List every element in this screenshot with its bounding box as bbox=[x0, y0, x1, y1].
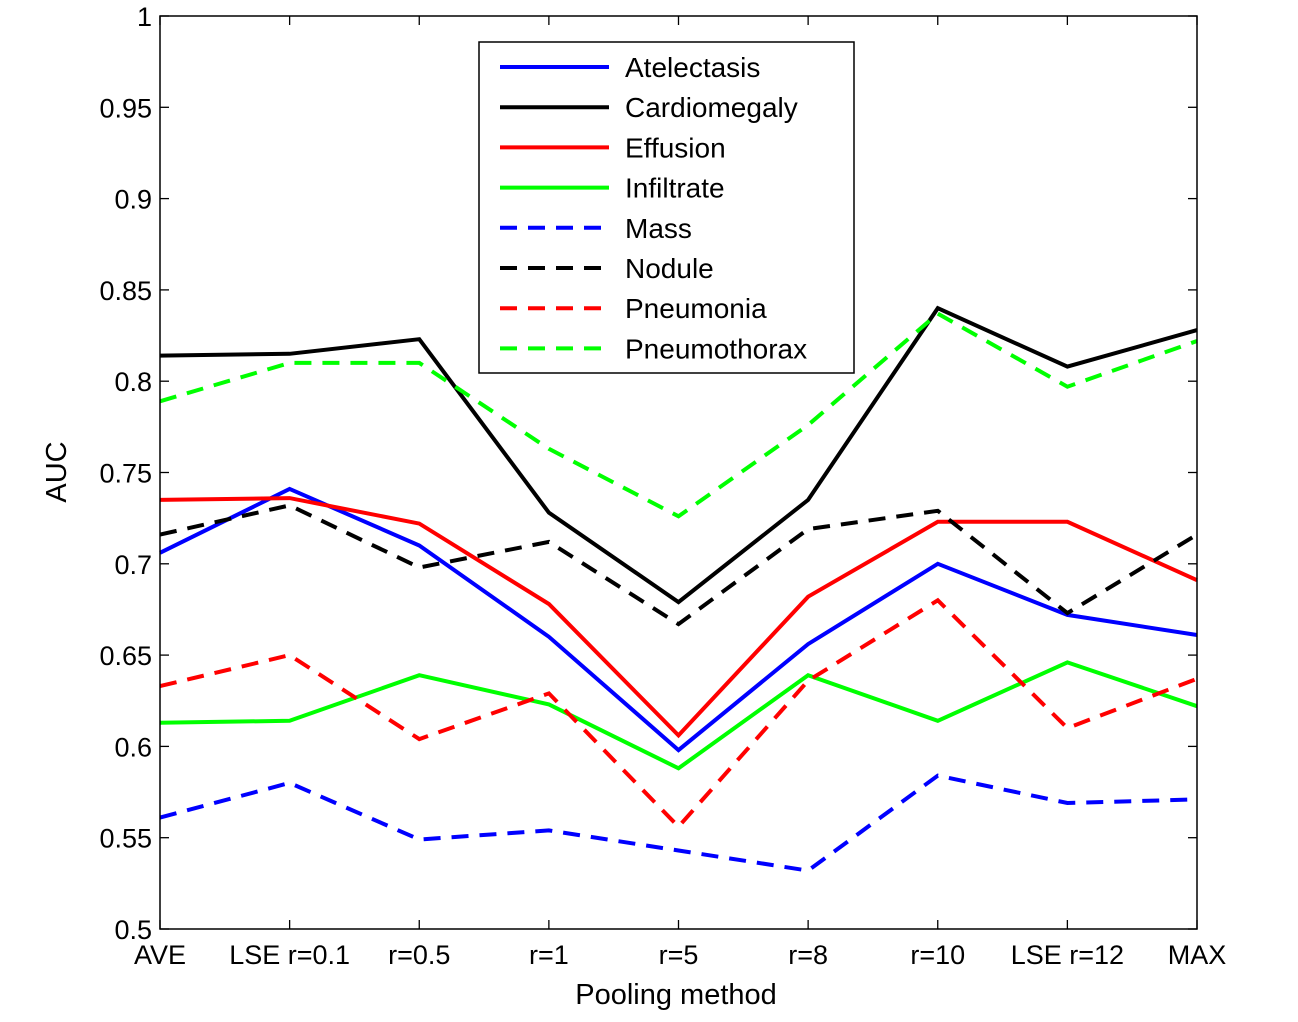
legend-label-atelectasis: Atelectasis bbox=[625, 52, 760, 83]
x-tick-label: r=10 bbox=[910, 940, 965, 970]
x-tick-label: AVE bbox=[134, 940, 186, 970]
y-tick-label: 0.7 bbox=[114, 550, 152, 580]
legend: Atelectasis Cardiomegaly Effusion Infiltrat… bbox=[478, 41, 855, 374]
x-tick-label: r=1 bbox=[529, 940, 569, 970]
x-tick-label: MAX bbox=[1168, 940, 1227, 970]
legend-box bbox=[478, 41, 855, 374]
x-axis-label: Pooling method bbox=[575, 979, 777, 1011]
legend-label-effusion: Effusion bbox=[625, 132, 726, 163]
series-line-nodule bbox=[159, 503, 1199, 627]
y-tick-label: 0.5 bbox=[114, 915, 152, 945]
legend-label-cardiomegaly: Cardiomegaly bbox=[625, 92, 798, 123]
y-tick-label: 0.75 bbox=[99, 459, 152, 489]
series-line-pneumothorax bbox=[159, 311, 1198, 519]
x-tick-label: r=5 bbox=[659, 940, 699, 970]
y-axis: 0.5 0.55 0.6 0.65 0.7 0.75 0.8 0.85 0.9 0.95 1 bbox=[99, 2, 1197, 945]
x-tick-label: r=0.5 bbox=[388, 940, 450, 970]
series-line-infiltrate bbox=[159, 660, 1198, 771]
legend-items: Atelectasis Cardiomegaly Effusion Infiltrat… bbox=[500, 52, 807, 364]
y-tick-label: 0.9 bbox=[114, 185, 152, 215]
series-line-mass bbox=[159, 773, 1198, 873]
x-tick-label: LSE r=0.1 bbox=[229, 940, 350, 970]
series-layer bbox=[159, 305, 1199, 873]
y-tick-label: 0.85 bbox=[99, 276, 152, 306]
x-tick-label: LSE r=12 bbox=[1011, 940, 1124, 970]
series-line-effusion bbox=[159, 496, 1198, 739]
y-tick-label: 0.55 bbox=[99, 824, 152, 854]
series-line-cardiomegaly bbox=[159, 305, 1198, 605]
series-line-pneumonia bbox=[159, 597, 1198, 830]
legend-label-mass: Mass bbox=[625, 213, 692, 244]
legend-label-nodule: Nodule bbox=[625, 253, 714, 284]
legend-label-pneumonia: Pneumonia bbox=[625, 293, 767, 324]
y-axis-label: AUC bbox=[41, 441, 73, 502]
y-tick-label: 0.65 bbox=[99, 641, 152, 671]
x-tick-label: r=8 bbox=[788, 940, 828, 970]
y-tick-label: 0.6 bbox=[114, 732, 152, 762]
y-tick-label: 1 bbox=[137, 2, 152, 32]
x-axis: AVE LSE r=0.1 r=0.5 r=1 r=5 r=8 r=10 LSE r=12 MA… bbox=[134, 16, 1226, 970]
legend-label-pneumothorax: Pneumothorax bbox=[625, 333, 807, 364]
legend-label-infiltrate: Infiltrate bbox=[625, 173, 725, 204]
y-tick-label: 0.95 bbox=[99, 93, 152, 123]
y-tick-label: 0.8 bbox=[114, 367, 152, 397]
